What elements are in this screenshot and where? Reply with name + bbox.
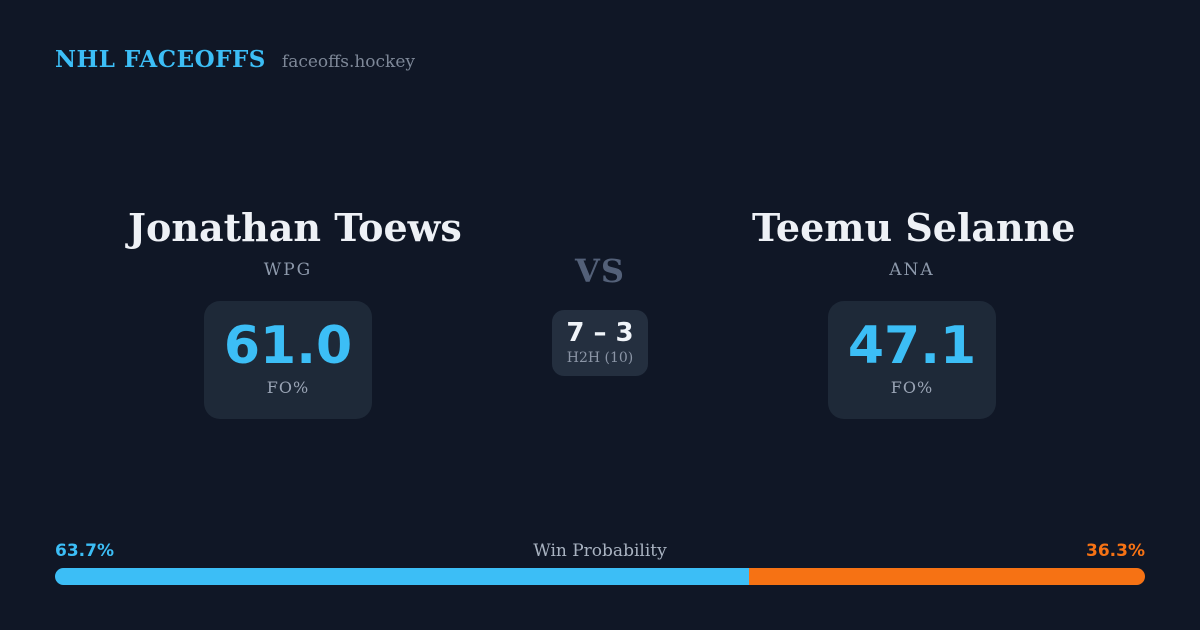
h2h-record: 7 – 3 (566, 318, 634, 349)
win-probability-left-pct: 63.7% (55, 541, 114, 561)
header: NHL FACEOFFS faceoffs.hockey (55, 46, 415, 73)
win-probability-right-pct: 36.3% (1086, 541, 1145, 561)
player-right-team: ANA (889, 259, 935, 280)
player-right-stat-card: 47.1 FO% (828, 300, 996, 419)
brand-title: NHL FACEOFFS (55, 46, 266, 73)
h2h-card: 7 – 3 H2H (10) (552, 310, 648, 376)
player-right-stat-label: FO% (890, 378, 934, 398)
player-left-team: WPG (263, 259, 313, 280)
player-right-name: Teemu Selanne (752, 205, 1076, 250)
win-probability-bar-right-segment (749, 568, 1145, 585)
player-right-section: Teemu Selanne ANA 47.1 FO% (752, 205, 1076, 419)
player-left-stat-card: 61.0 FO% (204, 300, 372, 419)
site-url: faceoffs.hockey (281, 52, 416, 72)
player-left-name: Jonathan Toews (128, 205, 462, 250)
win-probability-labels: 63.7% Win Probability 36.3% (55, 541, 1145, 563)
player-left-section: Jonathan Toews WPG 61.0 FO% (128, 205, 462, 419)
player-left-stat-value: 61.0 (223, 316, 353, 377)
player-left-stat-label: FO% (266, 378, 310, 398)
versus-section: VS 7 – 3 H2H (10) (520, 252, 680, 376)
h2h-label: H2H (10) (566, 349, 634, 366)
vs-label: VS (575, 252, 625, 290)
win-probability-bar (55, 568, 1145, 585)
player-right-stat-value: 47.1 (847, 316, 977, 377)
win-probability-title: Win Probability (533, 541, 667, 561)
win-probability-bar-left-segment (55, 568, 750, 585)
